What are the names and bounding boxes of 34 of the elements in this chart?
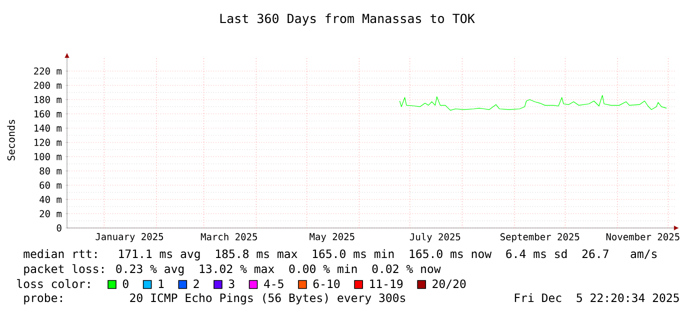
chart-title: Last 360 Days from Manassas to TOK bbox=[220, 13, 475, 26]
x-tick-label: July 2025 bbox=[410, 233, 460, 242]
text: Fri Dec 5 22:20:34 2025 bbox=[514, 293, 679, 302]
y-tick-label: 100 m bbox=[34, 153, 62, 160]
x-tick-label: March 2025 bbox=[200, 233, 257, 240]
y-axis-title: Seconds bbox=[7, 120, 15, 160]
x-tick-label: November 2025 bbox=[606, 233, 680, 240]
y-tick-label: 180 m bbox=[34, 96, 62, 104]
text: packet loss: 0.23 % avg 13.02 % max 0.00 % min 0.02 % now bbox=[24, 264, 441, 276]
legend-title: loss color: bbox=[17, 279, 90, 288]
text: probe: 20 ICMP Echo Pings (56 Bytes) every 300s bbox=[24, 293, 406, 304]
y-tick-label: 80 m bbox=[40, 167, 62, 175]
y-tick-label: 160 m bbox=[34, 110, 62, 118]
y-tick-label: 220 m bbox=[34, 67, 62, 75]
legend-label: 3 bbox=[228, 279, 234, 288]
x-tick-label: May 2025 bbox=[310, 233, 354, 242]
y-tick-label: 20 m bbox=[40, 210, 62, 218]
legend-label: 0 bbox=[122, 279, 128, 288]
legend-label: 1 bbox=[158, 280, 164, 288]
y-tick-label: 140 m bbox=[34, 124, 62, 132]
x-tick-label: September 2025 bbox=[500, 233, 580, 242]
y-tick-label: 0 bbox=[56, 224, 62, 232]
y-tick-label: 120 m bbox=[34, 138, 62, 146]
y-tick-label: 60 m bbox=[40, 182, 62, 189]
x-tick-label: January 2025 bbox=[96, 233, 164, 242]
legend-label: 6-10 bbox=[313, 279, 340, 288]
y-tick-label: 40 m bbox=[40, 196, 62, 204]
line-series bbox=[399, 95, 667, 111]
legend-label: 20/20 bbox=[432, 279, 466, 290]
legend-label: 4-5 bbox=[264, 280, 284, 288]
text: median rtt: 171.1 ms avg 185.8 ms max 165.0 ms min 165.0 ms now 6.4 ms sd 26.7 am/s bbox=[24, 249, 657, 260]
legend-label: 11-19 bbox=[370, 279, 403, 288]
y-tick-label: 200 m bbox=[34, 82, 62, 89]
legend-label: 2 bbox=[194, 279, 199, 288]
